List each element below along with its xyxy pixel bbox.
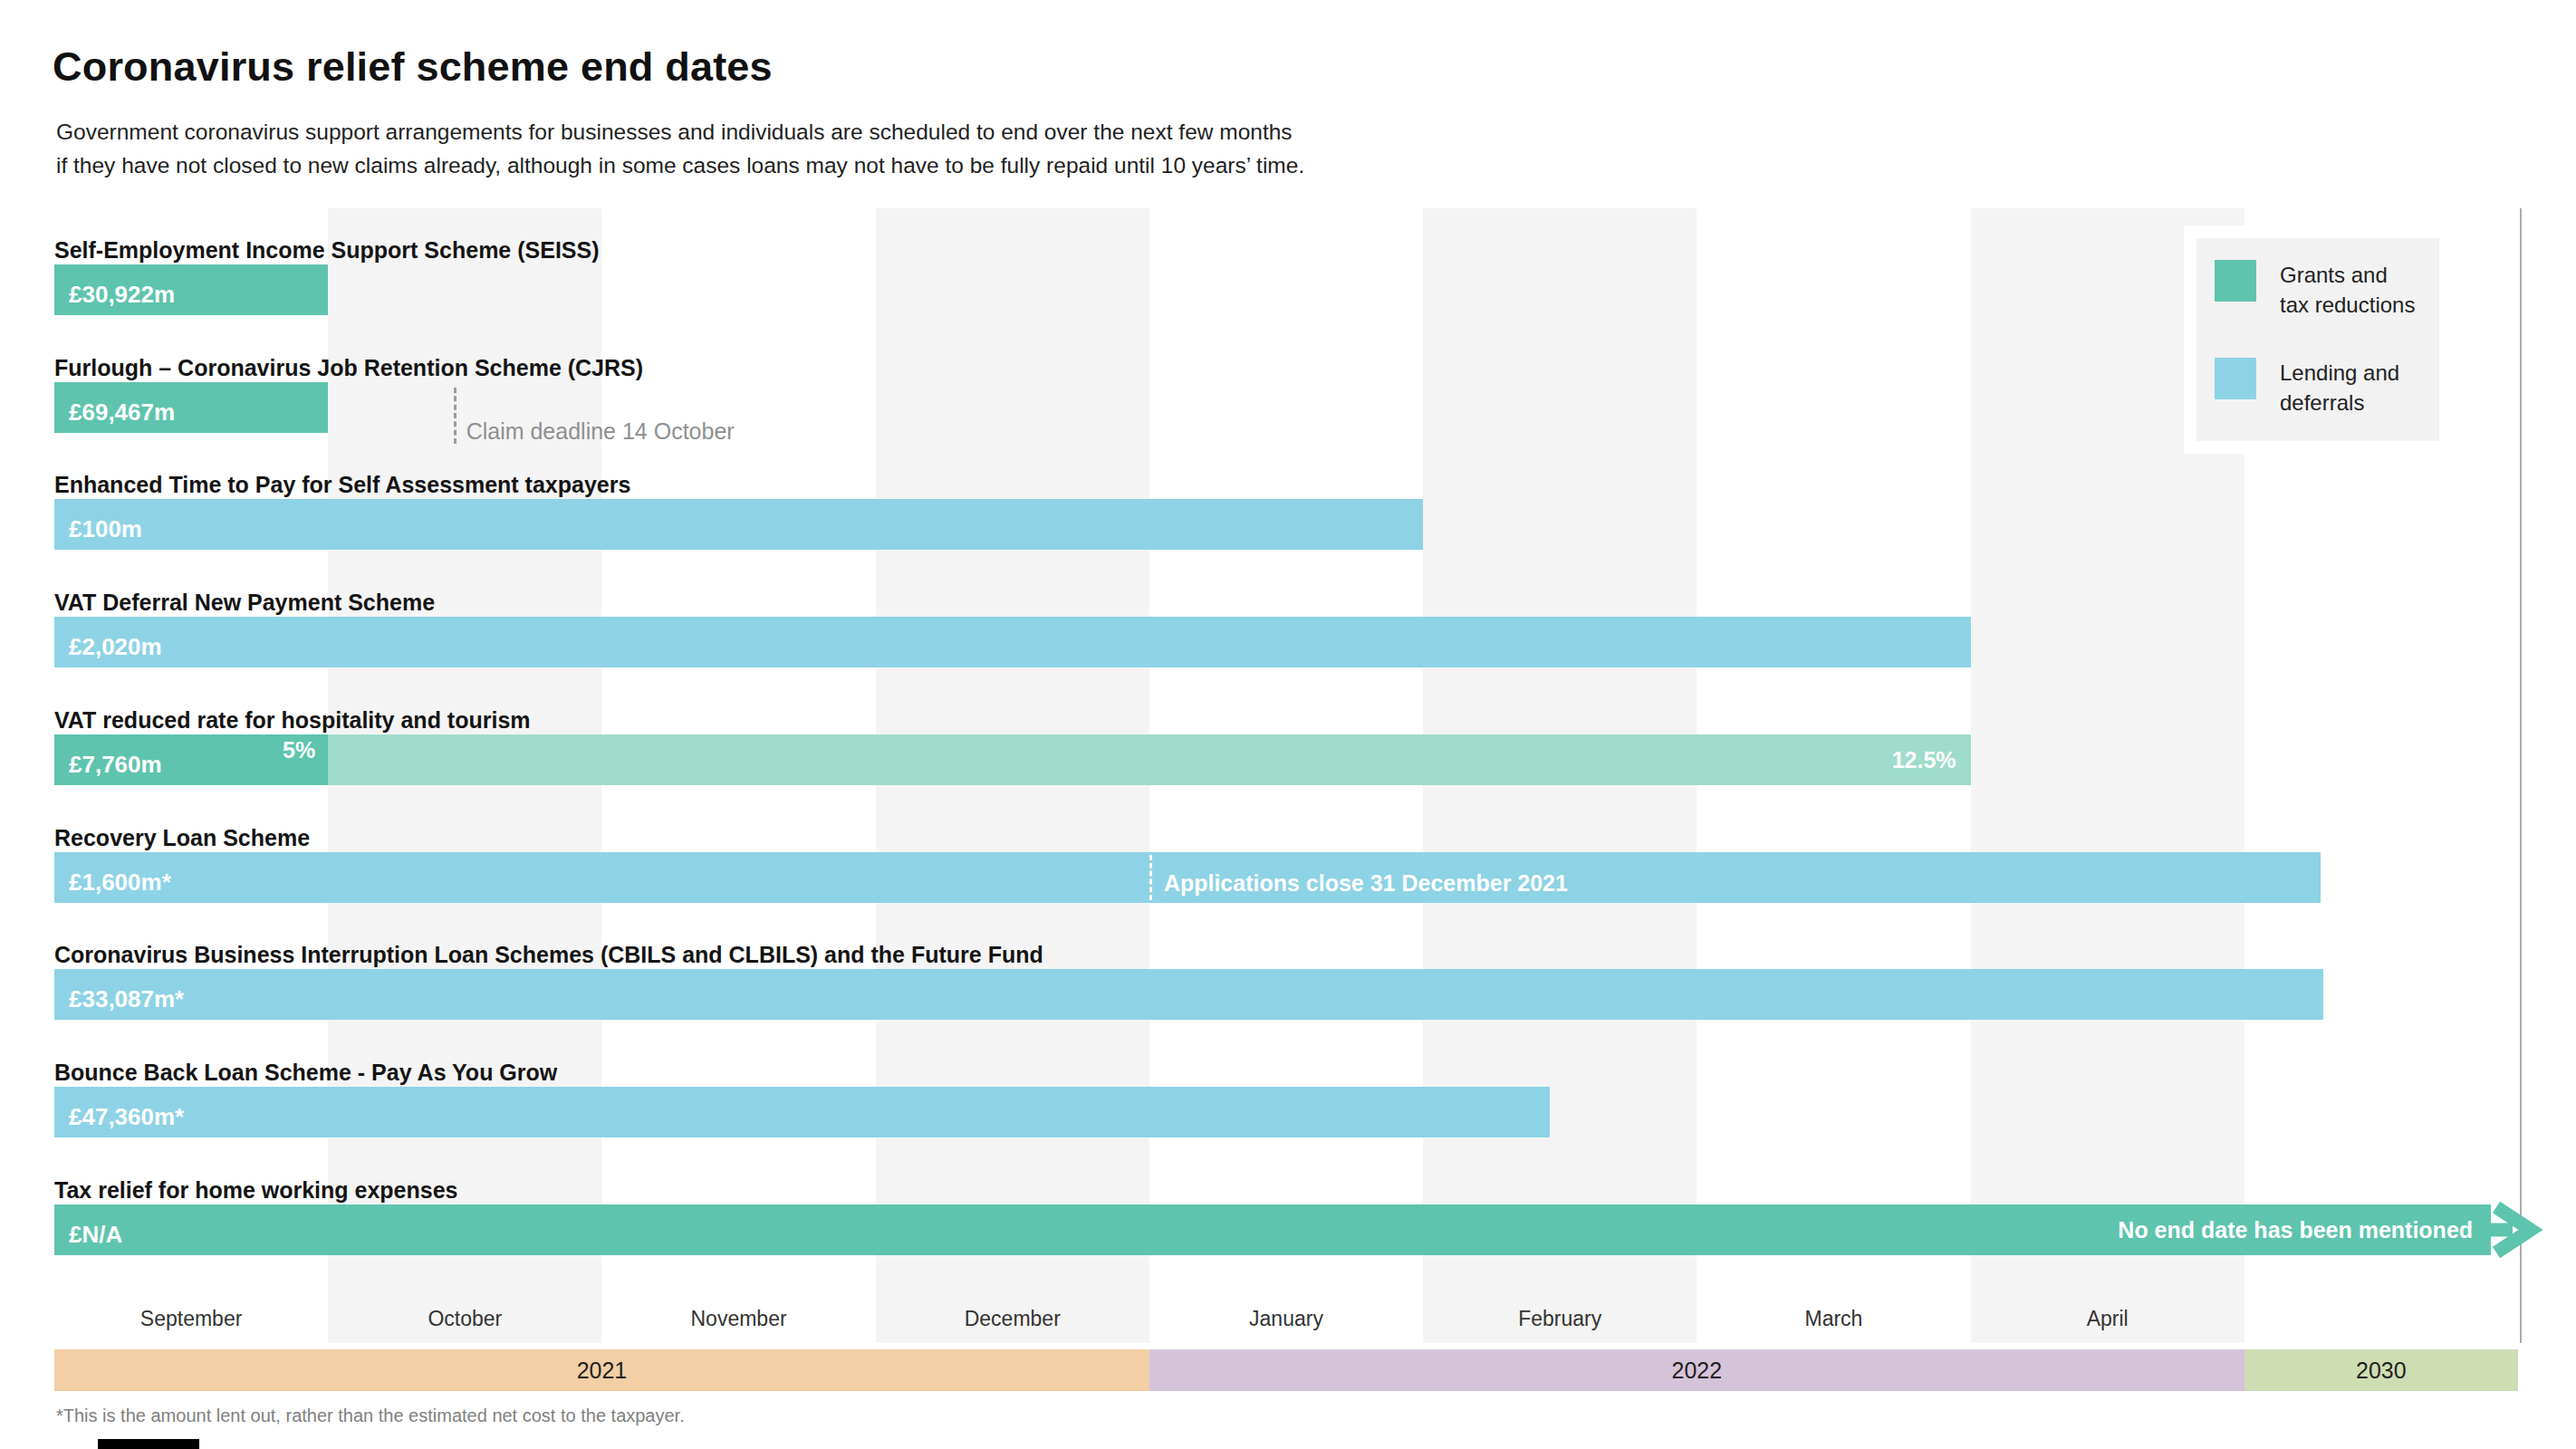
bar-value-label: £30,922m (69, 281, 175, 309)
scheme-label: Enhanced Time to Pay for Self Assessment… (54, 472, 630, 499)
month-tick-label: September (54, 1294, 328, 1343)
no-end-date-note: No end date has been mentioned (2118, 1204, 2473, 1255)
scheme-bar-segment: £7,760m 5% (54, 734, 328, 785)
year-band-2021: 2021 (54, 1349, 1149, 1391)
bar-value-label: £7,760m (69, 751, 162, 779)
scheme-bar-segment: £N/A No end date has been mentioned (54, 1204, 2491, 1255)
subtitle-line-1: Government coronavirus support arrangeme… (56, 120, 1293, 145)
year-label: 2021 (54, 1349, 1149, 1391)
bar-value-label: £1,600m* (69, 868, 171, 897)
legend-grants-line1: Grants and (2280, 260, 2415, 290)
scheme-label: VAT reduced rate for hospitality and tou… (54, 707, 531, 734)
subtitle-line-2: if they have not closed to new claims al… (56, 153, 1304, 178)
bar-value-label: £47,360m* (69, 1103, 184, 1131)
scheme-bar-segment: £47,360m* (54, 1087, 1550, 1137)
month-tick-label: December (876, 1294, 1149, 1343)
scheme-label: Tax relief for home working expenses (54, 1177, 458, 1204)
close-date-dashed-line (1149, 855, 1152, 900)
month-tick-label: March (1697, 1294, 1970, 1343)
deadline-annotation: Claim deadline 14 October (466, 418, 735, 445)
legend-item-grants: Grants and tax reductions (2215, 260, 2419, 320)
bar-value-label: £69,467m (69, 398, 175, 427)
legend-lending-line2: deferrals (2280, 388, 2399, 417)
bar-value-label: £2,020m (69, 633, 162, 661)
scheme-bar-segment: £100m (54, 499, 1423, 550)
scheme-bar-segment: 12.5% (328, 734, 1970, 785)
scheme-bar-segment: £2,020m (54, 617, 1971, 667)
year-band-2030: 2030 (2244, 1349, 2518, 1391)
scheme-label: Bounce Back Loan Scheme - Pay As You Gro… (54, 1060, 557, 1087)
scheme-bar-segment: £69,467m (54, 382, 328, 433)
year-band-2022: 2022 (1149, 1349, 2244, 1391)
month-tick-label: November (601, 1294, 875, 1343)
cropped-bottom-element (98, 1439, 199, 1449)
deadline-dashed-line (454, 388, 457, 444)
month-tick-label: October (328, 1294, 601, 1343)
infographic-canvas: Coronavirus relief scheme end dates Gove… (0, 0, 2576, 1449)
year-label: 2030 (2244, 1349, 2518, 1391)
month-tick-label: January (1149, 1294, 1423, 1343)
legend: Grants and tax reductions Lending and de… (2184, 226, 2452, 454)
legend-grants-line2: tax reductions (2280, 290, 2415, 320)
footnote: *This is the amount lent out, rather tha… (56, 1406, 685, 1426)
bar-value-label: £100m (69, 515, 142, 543)
scheme-label: Coronavirus Business Interruption Loan S… (54, 942, 1043, 969)
bar-value-label: £33,087m* (69, 985, 184, 1013)
month-tick-label: April (1971, 1294, 2244, 1343)
close-date-annotation: Applications close 31 December 2021 (1164, 870, 1568, 897)
legend-lending-line1: Lending and (2280, 358, 2399, 388)
year-label: 2022 (1149, 1349, 2244, 1391)
bar-value-label: £N/A (69, 1221, 122, 1249)
continues-arrow-icon (2485, 1204, 2542, 1255)
timeline-chart: SeptemberOctoberNovemberDecemberJanuaryF… (54, 208, 2518, 1395)
scheme-label: Furlough – Coronavirus Job Retention Sch… (54, 355, 643, 382)
legend-item-lending: Lending and deferrals (2215, 358, 2419, 417)
page-title: Coronavirus relief scheme end dates (53, 43, 773, 91)
rate-tag: 5% (283, 737, 315, 763)
month-tick-label: February (1423, 1294, 1697, 1343)
grants-swatch-icon (2215, 260, 2256, 302)
scheme-bar-segment: £30,922m (54, 264, 328, 315)
scheme-bar-segment: £33,087m* (54, 969, 2323, 1020)
scheme-label: VAT Deferral New Payment Scheme (54, 590, 435, 617)
rate-tag: 12.5% (1892, 734, 1956, 785)
scheme-label: Self-Employment Income Support Scheme (S… (54, 237, 600, 264)
scheme-label: Recovery Loan Scheme (54, 825, 310, 852)
lending-swatch-icon (2215, 358, 2256, 399)
chart-right-border (2520, 208, 2522, 1343)
